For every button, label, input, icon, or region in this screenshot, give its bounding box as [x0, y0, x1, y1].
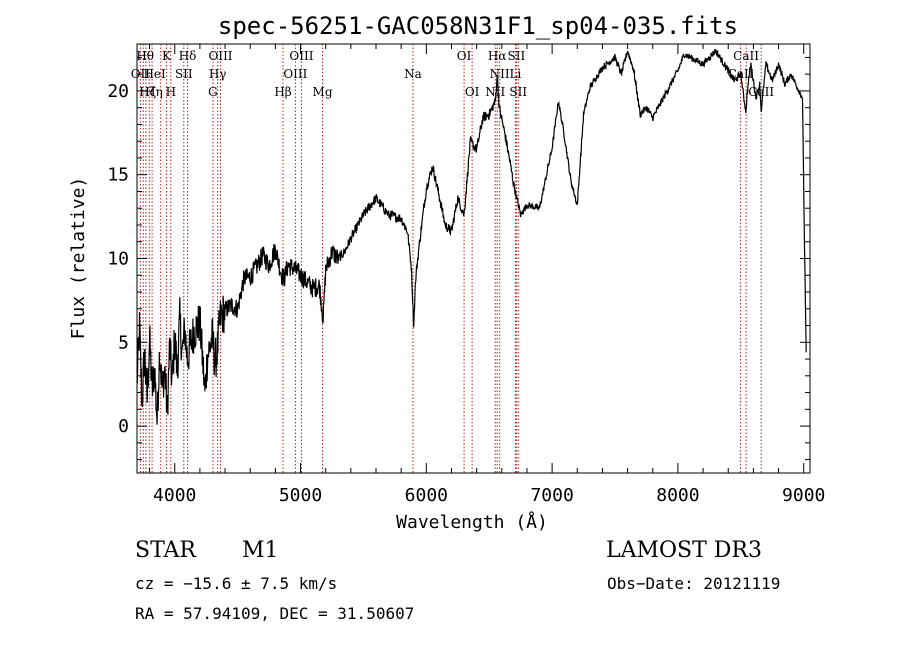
line-marker-label: Hγ: [209, 67, 227, 81]
line-marker-label: OIII: [208, 49, 232, 63]
line-marker-label: NII: [490, 67, 510, 81]
line-marker-label: HeI: [143, 67, 166, 81]
line-marker-label: G: [208, 85, 218, 99]
line-marker-label: H: [166, 85, 176, 99]
x-tick-label: 9000: [782, 485, 825, 506]
y-axis-label: Flux (relative): [68, 177, 89, 340]
y-tick-label: 5: [118, 332, 129, 353]
plot-frame: [136, 43, 811, 474]
line-marker-label: K: [162, 49, 172, 63]
line-marker-label: OIII: [283, 67, 307, 81]
line-marker-label: CaII: [748, 85, 774, 99]
chart-title: spec-56251-GAC058N31F1_sp04-035.fits: [218, 12, 738, 40]
y-axis-ticks: 0 5 10 15 20: [107, 56, 810, 461]
line-marker-label: Hθ: [136, 49, 154, 63]
object-class: STAR: [135, 538, 196, 563]
y-tick-label: 10: [107, 249, 129, 270]
y-tick-label: 20: [107, 81, 129, 102]
object-subclass: M1: [242, 538, 279, 563]
line-marker-label: Hδ: [179, 49, 197, 63]
line-marker-label: Hβ: [274, 85, 291, 99]
x-tick-label: 8000: [656, 485, 699, 506]
x-tick-label: 6000: [405, 485, 448, 506]
line-marker-label: OI: [465, 85, 480, 99]
x-tick-label: 4000: [153, 485, 196, 506]
line-marker-label: OI: [457, 49, 472, 63]
line-marker-label: Na: [404, 67, 422, 81]
y-tick-label: 0: [118, 416, 129, 437]
observation-date: Obs−Date: 20121119: [607, 574, 781, 593]
spectrum-line: [136, 48, 807, 425]
survey-name: LAMOST DR3: [606, 538, 762, 563]
line-marker-label: CaII: [733, 49, 759, 63]
x-tick-label: 7000: [530, 485, 573, 506]
line-markers: [139, 44, 762, 473]
line-marker-label: Hζ: [139, 85, 156, 99]
line-marker-label: SII: [509, 85, 527, 99]
x-axis-label: Wavelength (Å): [396, 511, 548, 533]
redshift-velocity: cz = −15.6 ± 7.5 km/s: [135, 574, 338, 593]
line-marker-label: NII: [485, 85, 505, 99]
line-marker-label: Hα: [488, 49, 507, 63]
x-tick-label: 5000: [279, 485, 322, 506]
line-marker-label: SII: [508, 49, 526, 63]
line-marker-label: SII: [175, 67, 193, 81]
x-axis-ticks: 4000 5000 6000 7000 8000 9000: [149, 44, 825, 506]
line-marker-label: Li: [509, 67, 521, 81]
line-marker-label: Mg: [313, 85, 333, 99]
line-marker-label: OIII: [289, 49, 313, 63]
sky-coordinates: RA = 57.94109, DEC = 31.50607: [135, 604, 415, 623]
line-marker-label: Hη: [145, 85, 163, 99]
y-tick-label: 15: [107, 165, 129, 186]
